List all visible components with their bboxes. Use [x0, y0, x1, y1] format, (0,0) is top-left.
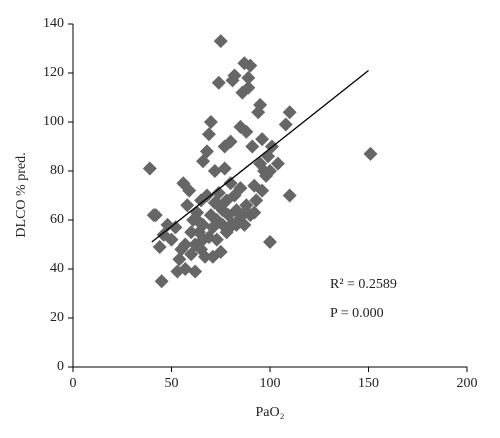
- point: [247, 205, 262, 220]
- point: [241, 70, 256, 85]
- point: [213, 34, 228, 49]
- point: [197, 249, 212, 264]
- point: [241, 80, 256, 95]
- point: [142, 161, 157, 176]
- y-tick-label: 120: [43, 65, 64, 80]
- point: [245, 139, 260, 154]
- point: [182, 183, 197, 198]
- point: [237, 217, 252, 232]
- point: [211, 198, 226, 213]
- point: [233, 181, 248, 196]
- point: [270, 156, 285, 171]
- y-tick-label: 0: [57, 359, 64, 374]
- x-axis-label: PaO₂: [256, 405, 285, 420]
- point: [223, 134, 238, 149]
- y-tick-label: 140: [43, 16, 64, 31]
- point: [190, 213, 205, 227]
- x-tick-label: 150: [358, 376, 379, 391]
- y-tick-label: 100: [43, 114, 64, 129]
- annotation: P = 0.000: [330, 306, 384, 321]
- point: [201, 127, 216, 142]
- point: [178, 237, 193, 252]
- point: [253, 97, 268, 112]
- point: [199, 144, 214, 159]
- point: [255, 132, 270, 147]
- point: [160, 217, 175, 232]
- point: [363, 146, 378, 161]
- y-tick-label: 20: [50, 310, 64, 325]
- point: [184, 225, 199, 240]
- x-tick-label: 0: [70, 376, 77, 391]
- x-tick-label: 200: [457, 376, 478, 391]
- y-tick-label: 80: [50, 163, 64, 178]
- point: [205, 249, 220, 264]
- point: [243, 58, 258, 73]
- point: [207, 164, 222, 178]
- point: [278, 117, 293, 132]
- point: [196, 232, 211, 247]
- trend-line: [151, 70, 369, 243]
- point: [178, 262, 193, 276]
- x-tick-label: 100: [260, 376, 281, 391]
- point: [199, 188, 214, 203]
- point: [255, 183, 270, 198]
- point: [263, 235, 277, 250]
- point: [211, 75, 226, 90]
- point: [211, 186, 226, 201]
- y-tick-label: 60: [50, 212, 64, 227]
- point: [282, 105, 297, 120]
- point: [188, 264, 203, 279]
- point: [154, 274, 169, 289]
- point: [152, 239, 167, 254]
- point: [209, 232, 224, 247]
- point: [229, 217, 244, 232]
- y-tick-label: 40: [50, 261, 64, 276]
- point: [172, 252, 187, 267]
- point: [180, 198, 195, 213]
- point: [148, 208, 163, 223]
- y-axis-label: DLCO % pred.: [14, 152, 29, 237]
- point: [282, 188, 297, 203]
- point: [217, 161, 232, 176]
- point: [164, 232, 179, 247]
- point: [249, 193, 264, 208]
- x-tick-label: 50: [165, 376, 179, 391]
- point: [239, 124, 254, 139]
- point: [263, 164, 277, 178]
- point: [223, 176, 238, 191]
- point: [203, 115, 218, 129]
- point: [227, 68, 242, 83]
- annotation: R² = 0.2589: [330, 277, 397, 292]
